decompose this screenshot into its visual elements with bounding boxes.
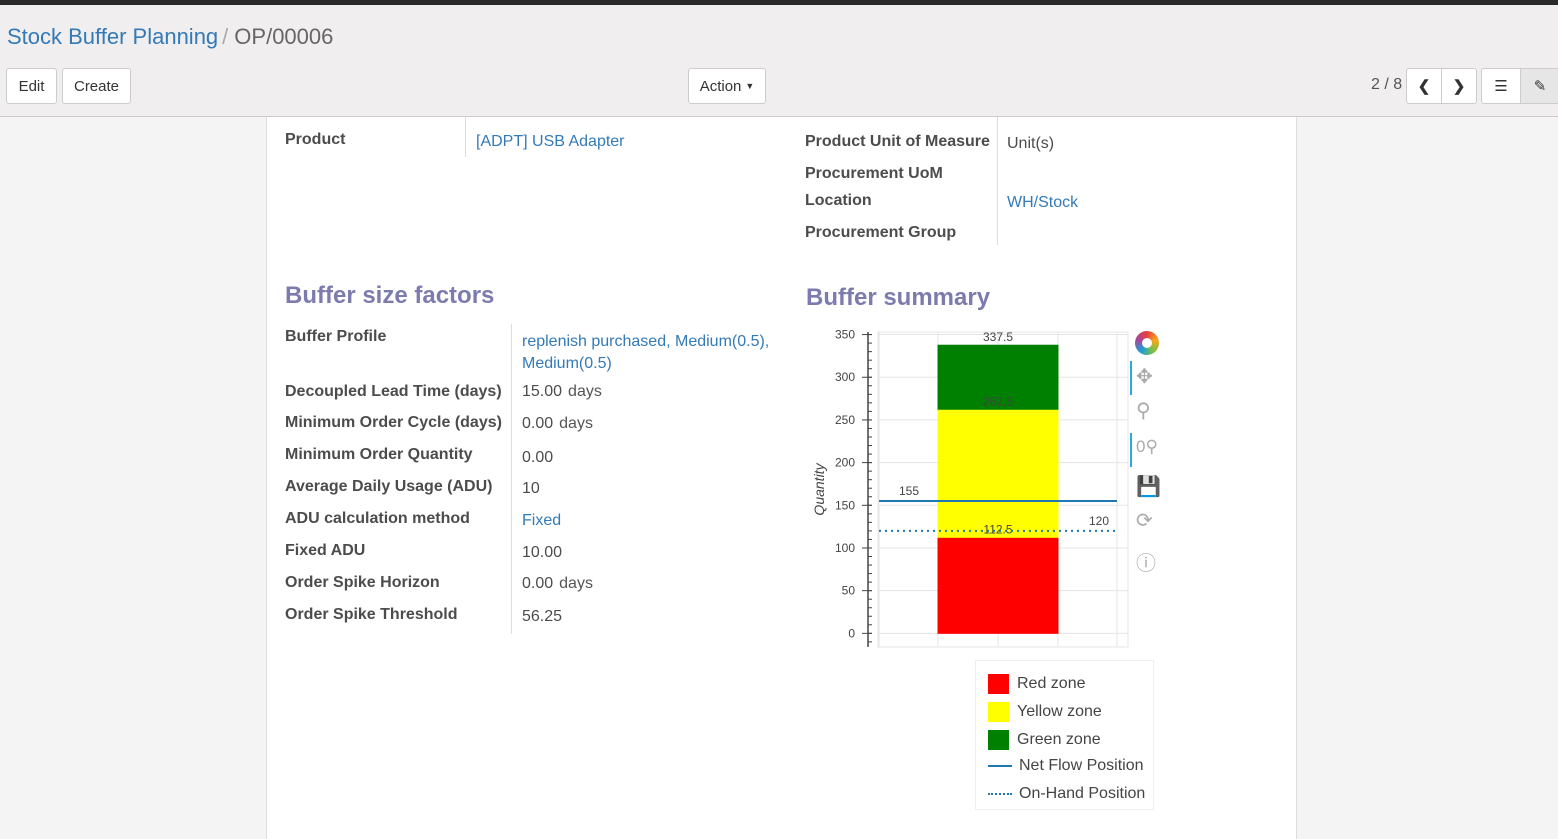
procurement-group-label: Procurement Group <box>805 224 957 241</box>
moq-label: Minimum Order Quantity <box>285 446 473 463</box>
y-tick-label: 200 <box>835 456 855 470</box>
create-button[interactable]: Create <box>62 68 131 104</box>
reset-icon[interactable]: ⟳ <box>1136 510 1153 532</box>
buffer-profile-label: Buffer Profile <box>285 328 387 345</box>
bar-red-zone <box>937 536 1059 634</box>
chart-legend: Red zone Yellow zone Green zone Net Flow… <box>975 660 1154 810</box>
y-tick-label: 100 <box>835 541 855 555</box>
legend-line-solid <box>988 765 1012 767</box>
previous-record-button[interactable]: ❮ <box>1406 68 1442 104</box>
breadcrumb-current: OP/00006 <box>234 24 334 49</box>
save-icon[interactable]: 💾 <box>1136 476 1161 498</box>
bar-data-label: 112.5 <box>983 522 1012 536</box>
y-tick-label: 350 <box>835 328 855 342</box>
edit-form-icon: ✎ <box>1533 78 1547 95</box>
location-label: Location <box>805 192 872 209</box>
help-icon[interactable]: ⓘ <box>1136 553 1156 575</box>
legend-net-flow: Net Flow Position <box>988 757 1144 775</box>
y-tick-label: 150 <box>835 498 855 512</box>
uom-label: Product Unit of Measure <box>805 133 990 150</box>
bar-green-zone <box>937 344 1059 410</box>
box-zoom-icon[interactable]: ⚲ <box>1136 400 1151 422</box>
adu-method-label: ADU calculation method <box>285 510 470 527</box>
bar-yellow-zone <box>937 408 1059 538</box>
dlt-value[interactable]: 15.00 days <box>522 383 602 400</box>
y-axis-label: Quantity <box>811 462 827 515</box>
wheel-zoom-icon[interactable]: 0⚲ <box>1136 437 1158 456</box>
bokeh-logo-icon[interactable] <box>1135 331 1159 355</box>
spike-horizon-value[interactable]: 0.00 days <box>522 575 593 592</box>
legend-on-hand: On-Hand Position <box>988 785 1145 803</box>
y-tick-label: 300 <box>835 370 855 384</box>
y-tick-label: 50 <box>842 584 856 598</box>
control-panel: Stock Buffer Planning / OP/00006 <box>0 5 1558 117</box>
pager-value: 2 / 8 <box>1371 76 1403 93</box>
breadcrumb: Stock Buffer Planning / OP/00006 <box>7 24 334 49</box>
spike-threshold-label: Order Spike Threshold <box>285 606 458 623</box>
uom-value[interactable]: Unit(s) <box>1007 135 1055 152</box>
action-dropdown[interactable]: Action ▼ <box>688 68 766 104</box>
adu-value[interactable]: 10 <box>522 480 540 497</box>
next-record-button[interactable]: ❯ <box>1441 68 1477 104</box>
spike-horizon-label: Order Spike Horizon <box>285 574 440 591</box>
product-link[interactable]: [ADPT] USB Adapter <box>476 133 625 150</box>
chevron-right-icon: ❯ <box>1452 78 1466 95</box>
product-label: Product <box>285 131 346 148</box>
adu-method-link[interactable]: Fixed <box>522 512 562 529</box>
legend-swatch <box>988 702 1009 722</box>
legend-line-dotted <box>988 793 1012 795</box>
fixed-adu-label: Fixed ADU <box>285 542 366 559</box>
breadcrumb-parent[interactable]: Stock Buffer Planning <box>7 24 219 49</box>
y-tick-label: 0 <box>848 626 855 640</box>
edit-button[interactable]: Edit <box>6 68 57 104</box>
line-data-label: 155 <box>899 484 919 498</box>
list-icon: ☰ <box>1494 78 1508 95</box>
legend-swatch <box>988 674 1009 694</box>
spike-threshold-value[interactable]: 56.25 <box>522 608 563 625</box>
moc-value[interactable]: 0.00 days <box>522 415 593 432</box>
action-label: Action <box>699 77 742 95</box>
buffer-summary-title: Buffer summary <box>806 284 991 311</box>
moc-label: Minimum Order Cycle (days) <box>285 414 502 431</box>
chevron-left-icon: ❮ <box>1417 78 1431 95</box>
legend-swatch <box>988 730 1009 750</box>
legend-yellow-zone: Yellow zone <box>988 702 1102 722</box>
location-link[interactable]: WH/Stock <box>1007 194 1079 211</box>
top-bar <box>0 0 1558 5</box>
adu-label: Average Daily Usage (ADU) <box>285 478 493 495</box>
buffer-size-factors-title: Buffer size factors <box>285 282 495 309</box>
moq-value[interactable]: 0.00 <box>522 449 554 466</box>
procurement-uom-label: Procurement UoM <box>805 165 943 182</box>
dlt-label: Decoupled Lead Time (days) <box>285 383 502 400</box>
list-view-button[interactable]: ☰ <box>1481 68 1521 104</box>
bar-data-label: 262.5 <box>983 394 1013 408</box>
bar-data-label: 337.5 <box>983 330 1013 344</box>
caret-down-icon: ▼ <box>745 81 755 91</box>
legend-red-zone: Red zone <box>988 674 1086 694</box>
buffer-chart[interactable]: 0 50 100 150 200 250 300 350 Quantity 112.5 262.5 3… <box>805 325 1135 655</box>
pan-icon[interactable]: ✥ <box>1136 366 1153 388</box>
fixed-adu-value[interactable]: 10.00 <box>522 544 563 561</box>
buffer-profile-link[interactable]: replenish purchased, Medium(0.5), Medium(… <box>522 333 770 372</box>
legend-green-zone: Green zone <box>988 730 1101 750</box>
line-data-label: 120 <box>1089 514 1109 528</box>
form-view-button[interactable]: ✎ <box>1520 68 1558 104</box>
y-tick-label: 250 <box>835 413 855 427</box>
